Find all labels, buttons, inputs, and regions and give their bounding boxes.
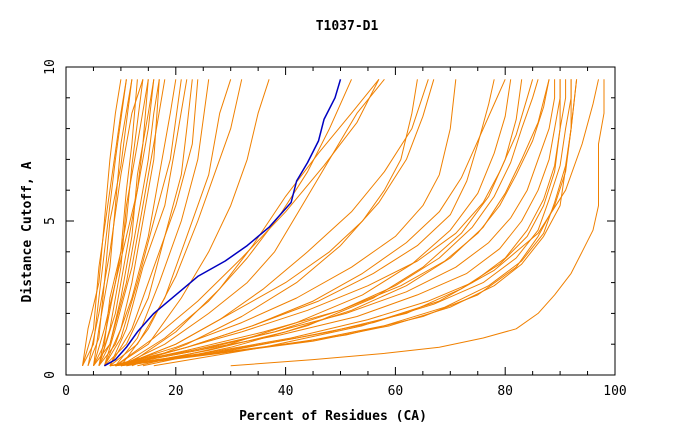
model-line-5 xyxy=(98,79,144,366)
x-tick-label: 40 xyxy=(278,384,294,399)
model-line-43 xyxy=(142,79,523,367)
model-line-23 xyxy=(120,78,385,367)
model-line-20 xyxy=(115,79,270,367)
model-line-36 xyxy=(120,79,506,367)
model-line-45 xyxy=(230,79,605,367)
model-line-44 xyxy=(137,79,512,367)
x-axis-label: Percent of Residues (CA) xyxy=(239,409,427,424)
highlight-line xyxy=(104,79,342,367)
y-axis-ticks: 0 5 10 xyxy=(43,59,615,379)
x-axis-ticks: 0 20 40 60 80 100 xyxy=(62,67,627,399)
model-line-37 xyxy=(126,79,550,367)
model-line-30 xyxy=(115,79,561,367)
model-line-27 xyxy=(109,79,534,367)
model-line-32 xyxy=(115,79,572,367)
model-line-41 xyxy=(120,79,352,367)
y-tick-label: 0 xyxy=(43,371,58,379)
series-layer xyxy=(82,78,605,367)
model-line-48 xyxy=(153,79,599,367)
model-line-3 xyxy=(93,79,133,366)
y-axis-label: Distance Cutoff, A xyxy=(20,161,35,302)
model-line-13 xyxy=(109,79,188,367)
model-line-38 xyxy=(120,79,429,367)
model-line-11 xyxy=(103,79,182,367)
model-line-17 xyxy=(115,79,210,367)
model-line-35 xyxy=(115,79,539,367)
x-tick-label: 60 xyxy=(388,384,404,399)
model-line-46 xyxy=(115,79,578,367)
model-line-19 xyxy=(120,79,243,367)
model-line-39 xyxy=(115,79,380,367)
y-tick-label: 10 xyxy=(43,59,58,75)
x-tick-label: 0 xyxy=(62,384,70,399)
model-line-34 xyxy=(120,79,578,367)
model-line-16 xyxy=(109,79,199,367)
x-tick-label: 80 xyxy=(497,384,513,399)
model-line-47 xyxy=(120,79,561,367)
x-tick-label: 20 xyxy=(168,384,184,399)
model-line-42 xyxy=(126,78,380,367)
model-line-31 xyxy=(109,79,567,367)
model-line-10 xyxy=(98,79,177,367)
model-line-22 xyxy=(98,79,155,366)
model-line-50 xyxy=(93,79,149,366)
model-line-25 xyxy=(115,79,457,367)
x-tick-label: 100 xyxy=(603,384,626,399)
model-line-2 xyxy=(87,79,133,366)
model-line-49 xyxy=(82,79,122,366)
model-line-21 xyxy=(103,79,160,367)
model-line-12 xyxy=(87,79,144,366)
model-line-8 xyxy=(98,79,160,367)
chart-title: T1037-D1 xyxy=(316,19,379,34)
model-line-15 xyxy=(82,79,127,366)
y-tick-label: 5 xyxy=(43,217,58,225)
model-line-40 xyxy=(131,79,435,367)
model-line-6 xyxy=(98,79,149,366)
